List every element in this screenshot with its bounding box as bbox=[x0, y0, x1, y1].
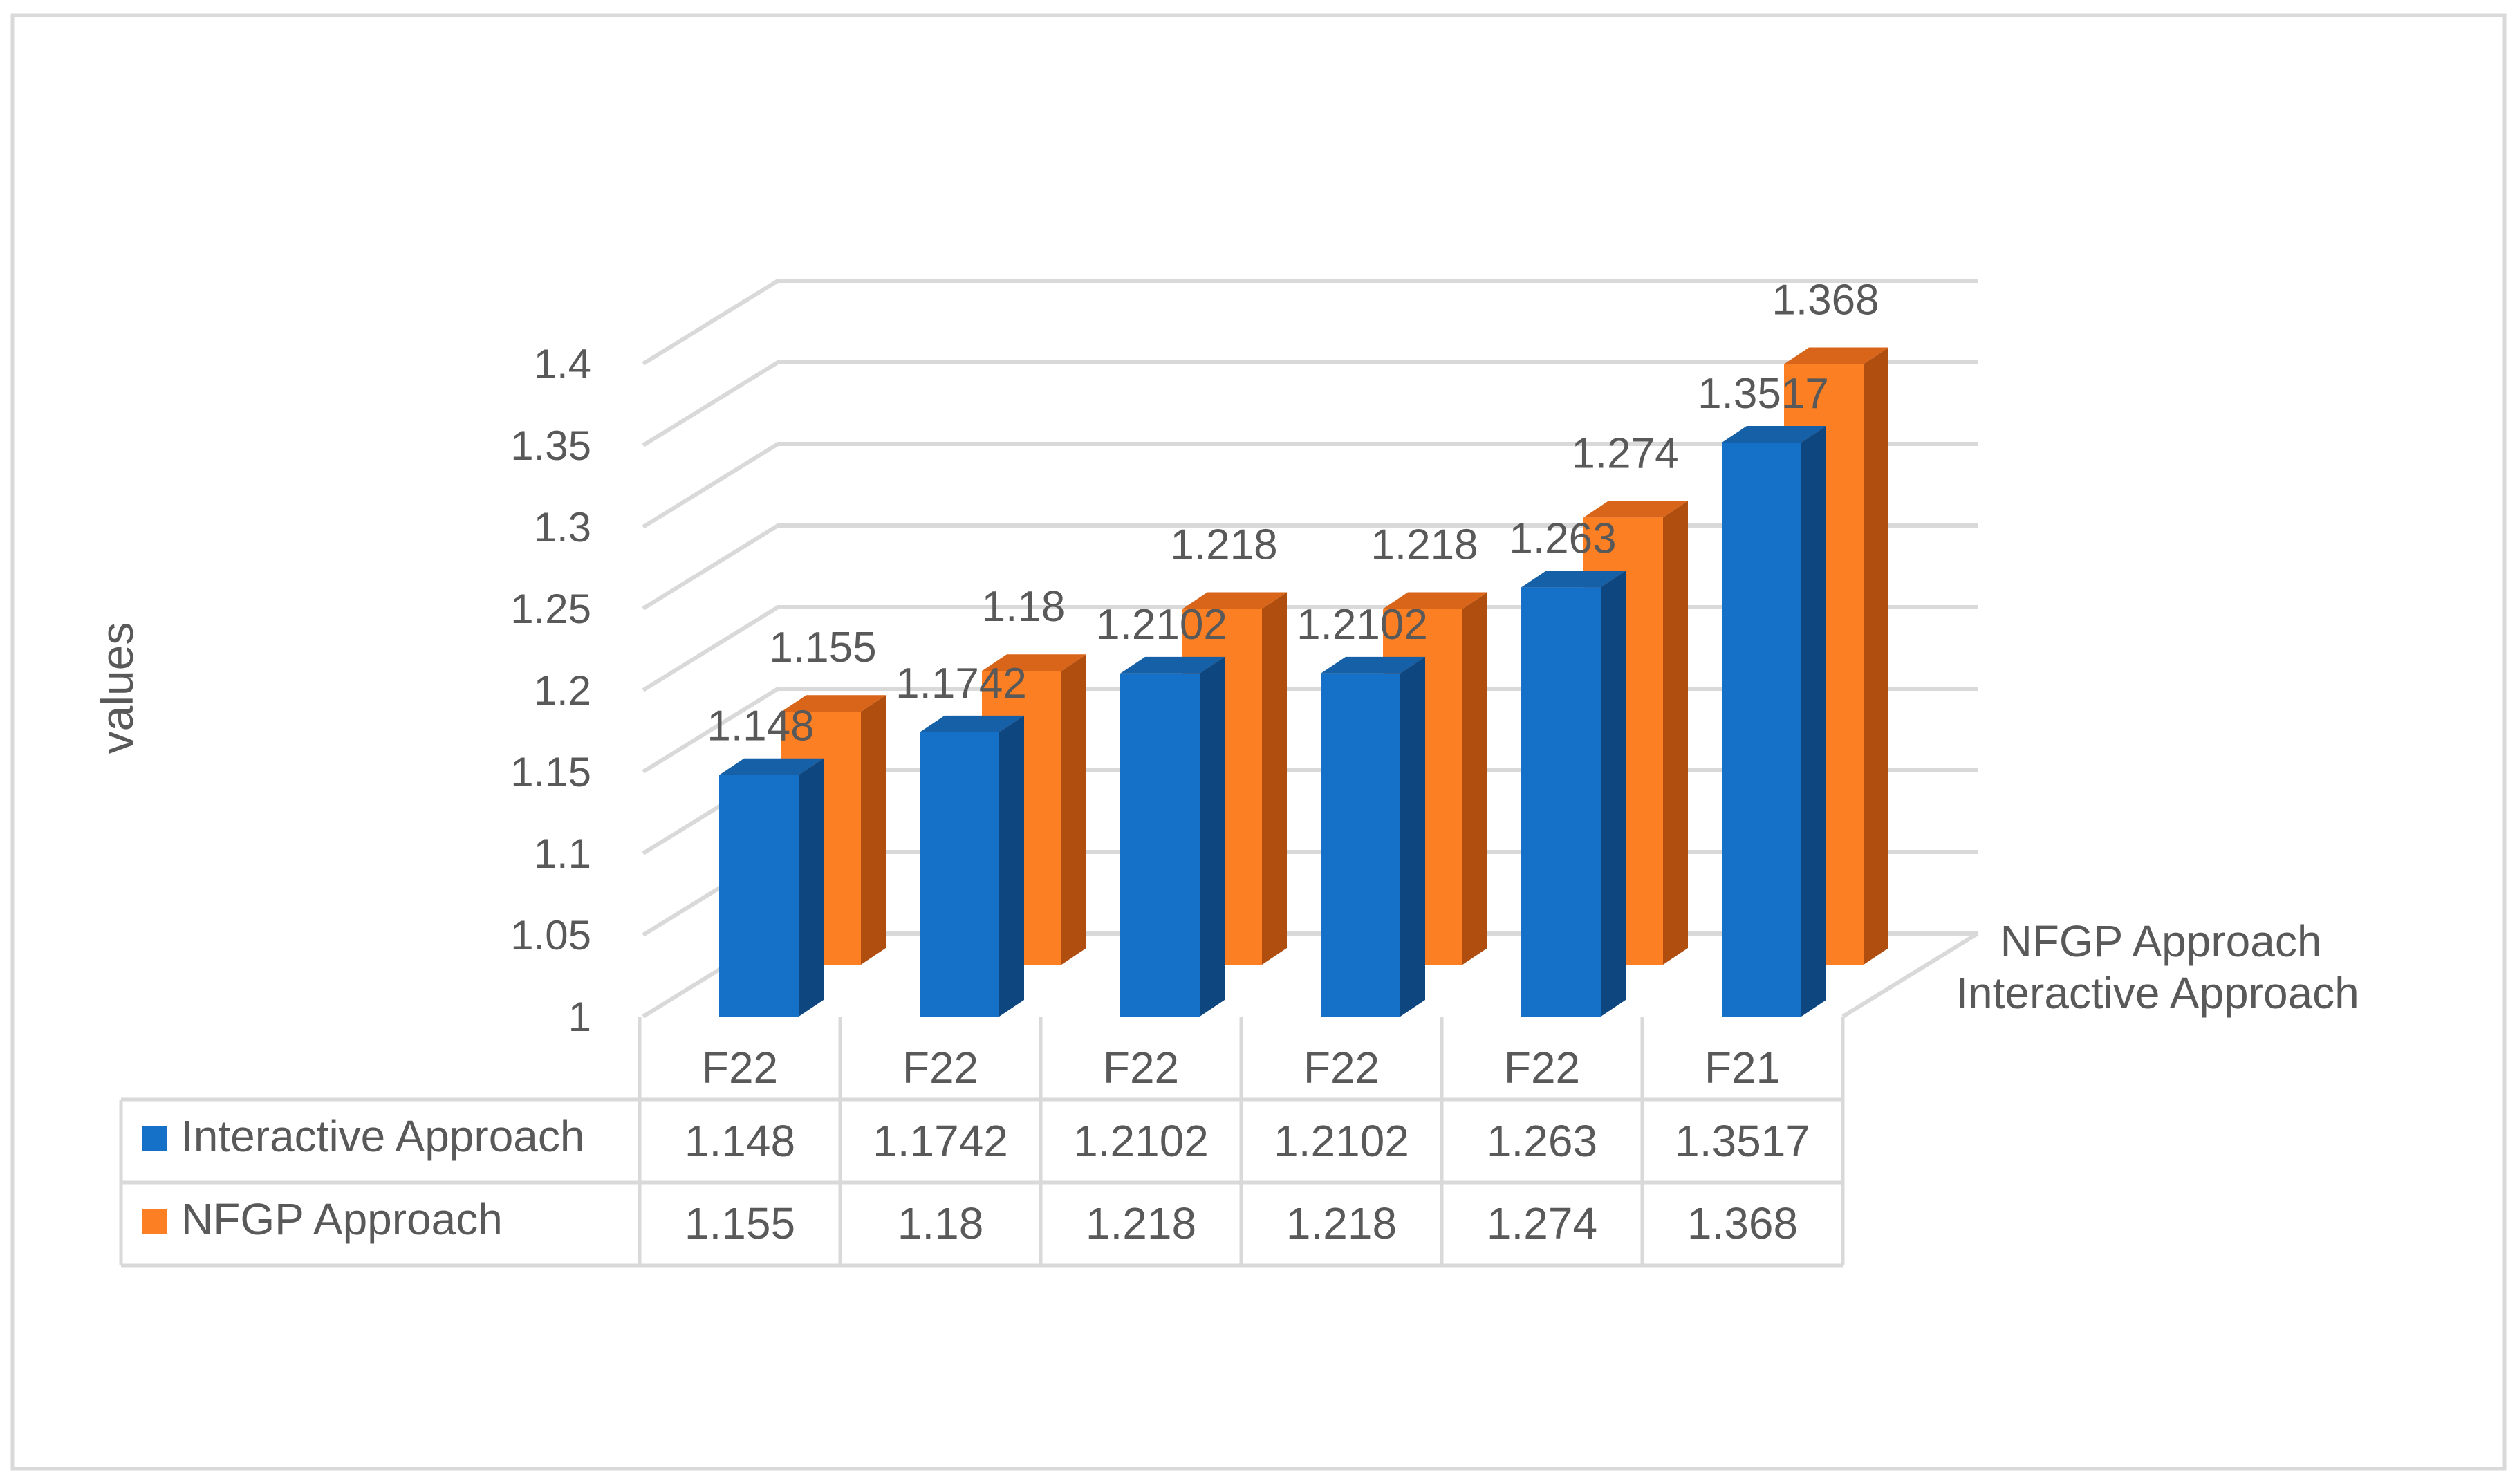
data-label-nfgp-approach: 1.18 bbox=[982, 583, 1066, 631]
bar-front bbox=[1521, 587, 1601, 1017]
x-category-label: F22 bbox=[702, 1043, 778, 1093]
bar-top bbox=[1722, 425, 1826, 443]
table-cell-interactive-approach: 1.3517 bbox=[1675, 1116, 1810, 1166]
table-cell-nfgp-approach: 1.274 bbox=[1487, 1198, 1597, 1248]
bar-side bbox=[1462, 592, 1487, 965]
bar-interactive-approach bbox=[1321, 656, 1425, 1017]
bar-top bbox=[1321, 656, 1425, 674]
data-labels: 1.155 1.18 1.218 1.218 1.274 1.368 1.148 1.1742… bbox=[707, 277, 1879, 750]
y-axis: 1 1.05 1.1 1.15 1.2 1.25 1.3 1.35 1.4 bbox=[510, 341, 591, 1040]
x-category-label: F22 bbox=[1103, 1043, 1179, 1093]
bar-top bbox=[1521, 571, 1626, 588]
bar-front bbox=[1120, 673, 1200, 1017]
bar-interactive-approach bbox=[920, 715, 1024, 1017]
data-label-nfgp-approach: 1.218 bbox=[1371, 521, 1478, 569]
table-cell-interactive-approach: 1.148 bbox=[685, 1116, 795, 1166]
y-tick-label: 1.4 bbox=[534, 341, 591, 387]
bar-side bbox=[861, 695, 886, 965]
table-cell-interactive-approach: 1.1742 bbox=[873, 1116, 1008, 1166]
data-label-nfgp-approach: 1.368 bbox=[1772, 277, 1879, 324]
depth-label-interactive-approach: Interactive Approach bbox=[1956, 968, 2359, 1018]
bar-side bbox=[1601, 571, 1626, 1017]
x-category-label: F22 bbox=[1504, 1043, 1580, 1093]
bar-side bbox=[1400, 656, 1425, 1017]
data-label-interactive-approach: 1.1742 bbox=[895, 660, 1027, 707]
table-cell-interactive-approach: 1.263 bbox=[1487, 1116, 1597, 1166]
bar-front bbox=[920, 732, 999, 1017]
table-cell-nfgp-approach: 1.218 bbox=[1086, 1198, 1196, 1248]
y-tick-label: 1.15 bbox=[510, 749, 591, 795]
bar-side bbox=[799, 758, 824, 1017]
data-label-interactive-approach: 1.2102 bbox=[1297, 601, 1428, 649]
bar-top bbox=[1383, 592, 1487, 609]
bar-front bbox=[719, 775, 799, 1017]
gridline bbox=[642, 279, 1978, 366]
floor-edge bbox=[1841, 931, 1979, 1019]
legend-label-interactive-approach: Interactive Approach bbox=[181, 1111, 584, 1161]
bar-front bbox=[1321, 673, 1400, 1017]
table-cell-nfgp-approach: 1.18 bbox=[898, 1198, 984, 1248]
bar-interactive-approach bbox=[719, 758, 824, 1017]
gridline bbox=[642, 523, 1978, 611]
data-label-interactive-approach: 1.263 bbox=[1509, 514, 1616, 562]
legend-label-nfgp-approach: NFGP Approach bbox=[181, 1194, 503, 1244]
data-label-interactive-approach: 1.148 bbox=[707, 703, 814, 750]
depth-label-nfgp-approach: NFGP Approach bbox=[2000, 916, 2322, 966]
x-category-label: F21 bbox=[1705, 1043, 1781, 1093]
bar-top bbox=[920, 715, 1024, 732]
bar-top bbox=[1583, 501, 1688, 518]
bar-top bbox=[1784, 347, 1888, 364]
bar-side bbox=[1801, 425, 1826, 1017]
y-tick-label: 1 bbox=[568, 994, 591, 1040]
table-cell-nfgp-approach: 1.368 bbox=[1687, 1198, 1798, 1248]
bar-side bbox=[1061, 654, 1086, 965]
table-cell-interactive-approach: 1.2102 bbox=[1274, 1116, 1409, 1166]
data-label-interactive-approach: 1.3517 bbox=[1698, 370, 1829, 418]
data-label-nfgp-approach: 1.218 bbox=[1170, 521, 1277, 569]
y-tick-label: 1.35 bbox=[510, 423, 591, 469]
y-axis-title: values bbox=[91, 622, 142, 754]
bar-side bbox=[1200, 656, 1225, 1017]
bar-side bbox=[1864, 347, 1888, 965]
data-label-nfgp-approach: 1.274 bbox=[1571, 429, 1678, 477]
x-category-label: F22 bbox=[1303, 1043, 1380, 1093]
bar-front bbox=[1722, 442, 1801, 1017]
bar-side bbox=[999, 715, 1024, 1017]
bar-side bbox=[1262, 592, 1287, 965]
y-tick-label: 1.1 bbox=[534, 831, 591, 877]
bar-top bbox=[1120, 656, 1225, 674]
bar-interactive-approach bbox=[1120, 656, 1225, 1017]
bar-top bbox=[982, 654, 1086, 671]
y-tick-label: 1.2 bbox=[534, 667, 591, 714]
bar-side bbox=[1663, 501, 1688, 965]
data-table: F22 1.148 1.155 F22 1.1742 1.18 F22 1.2102 1.218… bbox=[119, 1017, 1845, 1268]
data-label-nfgp-approach: 1.155 bbox=[769, 624, 876, 671]
gridline bbox=[642, 442, 1978, 529]
bar-top bbox=[781, 695, 886, 712]
data-label-interactive-approach: 1.2102 bbox=[1096, 601, 1227, 649]
x-category-label: F22 bbox=[902, 1043, 978, 1093]
gridline bbox=[642, 360, 1978, 447]
table-cell-interactive-approach: 1.2102 bbox=[1073, 1116, 1209, 1166]
bar-top bbox=[719, 758, 824, 775]
y-tick-label: 1.3 bbox=[534, 504, 591, 550]
bar-interactive-approach bbox=[1722, 425, 1826, 1017]
bar-top bbox=[1182, 592, 1287, 609]
table-cell-nfgp-approach: 1.155 bbox=[685, 1198, 795, 1248]
table-cell-nfgp-approach: 1.218 bbox=[1286, 1198, 1397, 1248]
bars bbox=[719, 347, 1888, 1017]
bar-interactive-approach bbox=[1521, 571, 1626, 1017]
legend-key-nfgp-approach bbox=[142, 1209, 167, 1234]
y-tick-label: 1.25 bbox=[510, 586, 591, 632]
legend-key-interactive-approach bbox=[142, 1126, 167, 1151]
y-tick-label: 1.05 bbox=[510, 912, 591, 958]
